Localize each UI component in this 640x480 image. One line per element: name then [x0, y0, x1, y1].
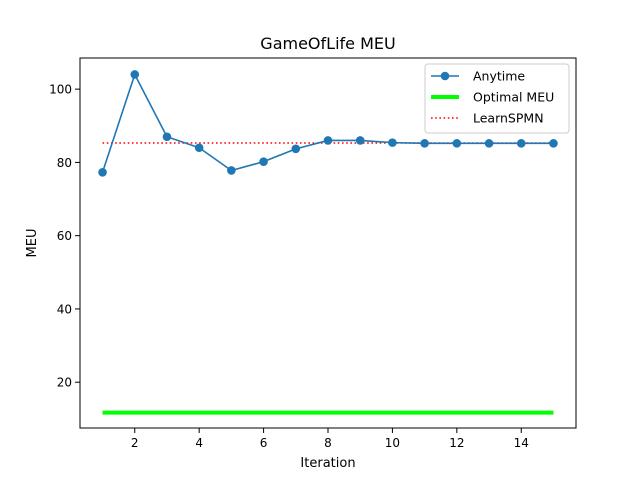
x-tick-label: 2: [131, 436, 139, 450]
y-tick-label: 20: [57, 376, 72, 390]
data-point-anytime: [162, 132, 172, 142]
data-point-anytime: [484, 139, 494, 148]
legend-label-optimal-meu: Optimal MEU: [473, 90, 554, 105]
x-tick-label: 4: [195, 436, 203, 450]
y-tick-label: 60: [57, 229, 72, 243]
x-tick-label: 8: [324, 436, 332, 450]
x-tick-label: 10: [385, 436, 400, 450]
y-axis: 20 40 60 80 100: [49, 83, 80, 390]
x-tick-label: 6: [260, 436, 268, 450]
legend-label-learnspmn: LearnSPMN: [473, 111, 544, 126]
legend: Anytime Optimal MEU LearnSPMN: [424, 63, 570, 134]
legend-label-anytime: Anytime: [473, 69, 525, 84]
data-point-anytime: [388, 138, 397, 147]
plot-area: [98, 70, 558, 415]
y-axis-label: MEU: [25, 229, 40, 258]
legend-box: [424, 63, 570, 134]
x-tick-label: 12: [449, 436, 464, 450]
data-point-anytime: [259, 157, 268, 166]
data-point-anytime: [291, 144, 301, 154]
y-tick-label: 100: [49, 83, 72, 97]
data-point-anytime: [355, 136, 365, 145]
x-axis-label: Iteration: [300, 456, 355, 471]
y-tick-label: 80: [57, 156, 72, 170]
x-tick-label: 14: [514, 436, 529, 450]
data-point-anytime: [194, 143, 204, 153]
chart-title: GameOfLife MEU: [260, 34, 395, 53]
legend-marker-anytime: [440, 71, 450, 81]
x-axis: 2 4 6 8 10 12 14: [131, 428, 529, 450]
data-point-anytime: [323, 136, 333, 145]
data-point-anytime: [549, 139, 558, 148]
data-point-anytime: [130, 70, 140, 79]
y-tick-label: 40: [57, 302, 72, 316]
data-point-anytime: [516, 139, 526, 148]
data-point-anytime: [227, 166, 236, 175]
data-point-anytime: [98, 167, 107, 177]
data-point-anytime: [452, 139, 462, 148]
data-point-anytime: [420, 139, 429, 148]
